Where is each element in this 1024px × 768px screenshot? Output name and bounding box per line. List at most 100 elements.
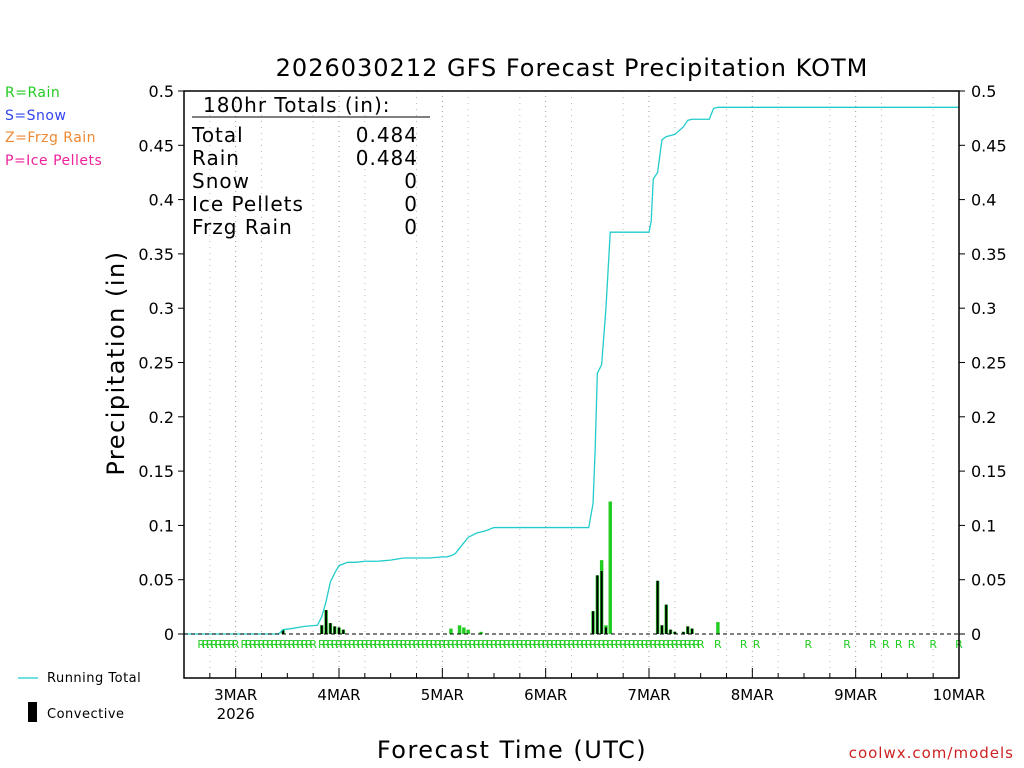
ptype-marker-113: R [693, 638, 701, 651]
convective-bar-18 [660, 625, 663, 634]
ptype-marker-78: R [542, 638, 550, 651]
running-total-legend-label: Running Total [47, 671, 141, 686]
ptype-marker-59: R [460, 638, 468, 651]
ptype-marker-109: R [675, 638, 683, 651]
ptype-marker-84: R [568, 638, 576, 651]
ptype-marker-95: R [615, 638, 623, 651]
ptype-marker-91: R [598, 638, 606, 651]
ptype-marker-26: R [318, 638, 326, 651]
y-tick-label-left-0: 0 [164, 625, 174, 644]
y-tick-label-left-6: 0.3 [149, 299, 174, 318]
totals-label-1: Rain [192, 146, 240, 170]
ptype-marker-14: R [262, 638, 270, 651]
y-tick-label-left-7: 0.35 [138, 245, 174, 264]
ptype-marker-61: R [469, 638, 477, 651]
ptype-marker-4: R [215, 638, 223, 651]
ptype-marker-38: R [370, 638, 378, 651]
y-tick-label-left-5: 0.25 [138, 354, 174, 373]
precip-bar-16 [608, 501, 612, 634]
ptype-marker-42: R [387, 638, 395, 651]
y-tick-label-right-3: 0.15 [971, 462, 1007, 481]
ptype-marker-114: R [697, 638, 705, 651]
convective-bar-24 [691, 628, 694, 634]
x-tick-label-5: 8MAR [731, 686, 774, 704]
ptype-marker-116: R [740, 638, 748, 651]
ptype-marker-58: R [456, 638, 464, 651]
ptype-marker-9: R [240, 638, 248, 651]
ptype-marker-3: R [210, 638, 218, 651]
precip-bar-25 [716, 622, 720, 634]
ptype-marker-49: R [417, 638, 425, 651]
ptype-marker-34: R [352, 638, 360, 651]
ptype-marker-40: R [378, 638, 386, 651]
x-axis-label: Forecast Time (UTC) [377, 736, 647, 764]
precip-bar-9 [462, 627, 466, 634]
convective-bar-19 [665, 604, 668, 634]
convective-bar-4 [333, 626, 336, 634]
ptype-marker-47: R [408, 638, 416, 651]
ptype-marker-96: R [619, 638, 627, 651]
convective-bar-21 [673, 631, 676, 634]
convective-legend-label: Convective [47, 707, 125, 722]
ptype-marker-37: R [365, 638, 373, 651]
ptype-marker-81: R [555, 638, 563, 651]
ptype-marker-87: R [581, 638, 589, 651]
ptype-marker-29: R [331, 638, 339, 651]
ptype-marker-27: R [322, 638, 330, 651]
ptype-marker-1: R [202, 638, 210, 651]
convective-bar-22 [682, 631, 685, 634]
ptype-marker-100: R [637, 638, 645, 651]
ptype-marker-54: R [439, 638, 447, 651]
ptype-marker-18: R [279, 638, 287, 651]
ptype-marker-94: R [611, 638, 619, 651]
totals-value-4: 0 [404, 215, 418, 239]
y-tick-label-right-5: 0.25 [971, 354, 1007, 373]
ptype-marker-72: R [516, 638, 524, 651]
totals-label-0: Total [191, 123, 244, 147]
precip-bar-7 [449, 628, 453, 634]
ptype-marker-6: R [223, 638, 231, 651]
ptype-marker-16: R [271, 638, 279, 651]
ptype-marker-39: R [374, 638, 382, 651]
x-tick-label-6: 9MAR [834, 686, 877, 704]
convective-bar-17 [656, 580, 659, 634]
ptype-marker-43: R [391, 638, 399, 651]
y-axis-label: Precipitation (in) [102, 250, 130, 475]
ptype-marker-21: R [292, 638, 300, 651]
convective-bar-6 [342, 629, 345, 634]
legend-ice-pellets: P=Ice Pellets [5, 152, 103, 169]
ptype-marker-24: R [305, 638, 313, 651]
ptype-marker-93: R [606, 638, 614, 651]
y-tick-label-left-10: 0.5 [149, 82, 174, 101]
ptype-marker-52: R [430, 638, 438, 651]
ptype-marker-35: R [357, 638, 365, 651]
ptype-marker-70: R [507, 638, 515, 651]
convective-bar-2 [325, 610, 328, 634]
ptype-marker-110: R [680, 638, 688, 651]
ptype-marker-19: R [284, 638, 292, 651]
ptype-marker-20: R [288, 638, 296, 651]
y-tick-label-right-2: 0.1 [971, 516, 996, 535]
convective-bar-5 [337, 627, 341, 634]
convective-legend-swatch [28, 702, 37, 722]
ptype-marker-11: R [249, 638, 257, 651]
precip-bar-11 [479, 631, 483, 634]
y-tick-label-left-8: 0.4 [149, 191, 174, 210]
ptype-marker-17: R [275, 638, 283, 651]
ptype-marker-22: R [296, 638, 304, 651]
ptype-marker-92: R [602, 638, 610, 651]
convective-bar-13 [596, 575, 599, 634]
ptype-legend: R=Rain S=Snow Z=Frzg Rain P=Ice Pellets [5, 82, 102, 172]
totals-value-3: 0 [404, 192, 418, 216]
y-tick-label-right-8: 0.4 [971, 191, 996, 210]
ptype-marker-90: R [594, 638, 602, 651]
y-tick-label-left-9: 0.45 [138, 136, 174, 155]
ptype-marker-41: R [383, 638, 391, 651]
x-tick-label-1: 4MAR [317, 686, 360, 704]
ptype-marker-2: R [206, 638, 214, 651]
ptype-marker-75: R [529, 638, 537, 651]
y-tick-label-right-7: 0.35 [971, 245, 1007, 264]
